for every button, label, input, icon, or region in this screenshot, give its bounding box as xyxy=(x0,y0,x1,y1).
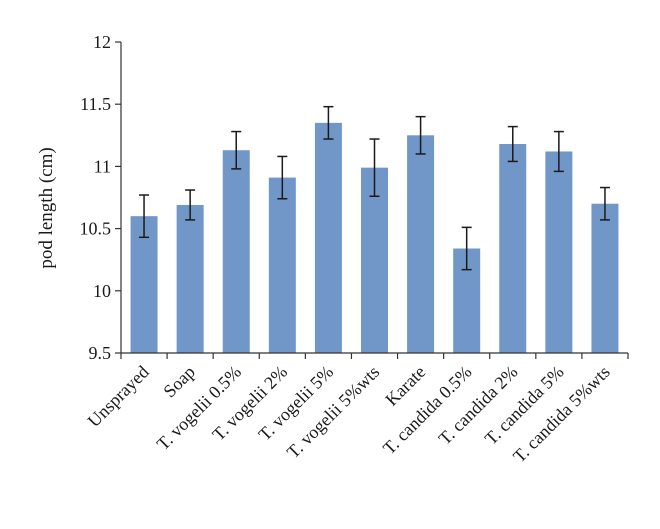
error-bar xyxy=(553,130,564,173)
bar xyxy=(130,216,158,353)
y-tick-label: 11 xyxy=(94,156,111,176)
y-tick-label: 11.5 xyxy=(80,94,111,114)
bar xyxy=(268,177,296,353)
y-axis-title: pod length (cm) xyxy=(36,147,57,268)
bar xyxy=(591,203,619,353)
x-category-label: Soap xyxy=(159,362,199,402)
bar xyxy=(222,150,250,353)
y-tick-label: 10 xyxy=(93,281,111,301)
y-tick-label: 10.5 xyxy=(80,219,112,239)
error-bar xyxy=(139,194,150,239)
error-bar xyxy=(369,138,380,198)
error-bar xyxy=(323,105,334,140)
error-bar xyxy=(599,186,610,221)
error-bar xyxy=(461,226,472,271)
error-bar xyxy=(231,130,242,170)
bars xyxy=(130,122,619,353)
bar xyxy=(545,151,573,353)
bar xyxy=(407,135,435,353)
bar xyxy=(176,204,204,353)
error-bar xyxy=(185,189,196,221)
bar xyxy=(361,167,388,353)
error-bar xyxy=(277,155,288,200)
y-axis: 9.5 10 10.5 11 11.5 12 xyxy=(80,32,122,363)
error-bar xyxy=(415,115,426,155)
bar xyxy=(499,144,527,353)
error-bars xyxy=(139,105,610,271)
error-bar xyxy=(507,125,518,163)
y-tick-label: 12 xyxy=(93,32,111,52)
bar xyxy=(314,122,342,353)
y-tick-label: 9.5 xyxy=(89,343,112,363)
x-category-label: Unsprayed xyxy=(84,362,153,431)
